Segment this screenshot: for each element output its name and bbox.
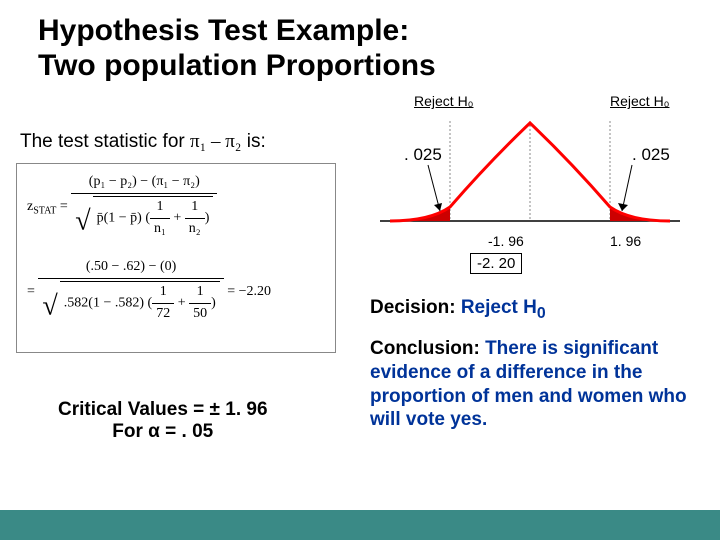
critical-values-line1: Critical Values = ± 1. 96 [58, 399, 268, 421]
title-line-2: Two population Proportions [38, 49, 720, 84]
den1-pbar: p̄(1 − p̄) [97, 210, 142, 225]
title-block: Hypothesis Test Example: Two population … [0, 0, 720, 83]
formula-fraction-1: (p₁ − p₂) − (π₁ − π₂) √ p̄(1 − p̄) (1n₁ … [71, 172, 217, 241]
stat-prefix: The test statistic for [20, 131, 190, 152]
den2-f1d: 72 [152, 304, 174, 325]
decision-sub: 0 [537, 305, 546, 322]
zstat-subscript: STAT [33, 206, 56, 217]
conclusion-label: Conclusion: [370, 338, 480, 359]
decision-label: Decision: [370, 297, 456, 318]
arrow-right-head [618, 203, 628, 211]
den1-f2n: 1 [185, 197, 205, 219]
formula2-denominator: √ .582(1 − .582) (172 + 150) [38, 279, 223, 327]
test-statistic-sentence: The test statistic for π₁ – π₂ is: [20, 131, 266, 153]
bell-curve-svg [370, 101, 690, 241]
cv-right-label: 1. 96 [610, 233, 641, 249]
den1-f2d: n₂ [185, 219, 205, 240]
den1-f1n: 1 [150, 197, 170, 219]
normal-distribution-chart: Reject H₀ Reject H₀ . 025 . 025 -1. 96 1… [370, 93, 700, 273]
stat-param: π₁ – π₂ [190, 131, 241, 152]
den2-f2d: 50 [189, 304, 211, 325]
footer-bar [0, 510, 720, 540]
decision-line: Decision: Reject H0 [370, 297, 546, 323]
den1-f1d: n₁ [150, 219, 170, 240]
critical-values-line2: For α = . 05 [58, 421, 268, 443]
den2-pbar: .582(1 − .582) [64, 296, 144, 311]
conclusion-block: Conclusion: There is significant evidenc… [370, 337, 700, 432]
critical-values-block: Critical Values = ± 1. 96 For α = . 05 [58, 399, 268, 443]
formula-fraction-2: (.50 − .62) − (0) √ .582(1 − .582) (172 … [38, 257, 223, 326]
formula-image: zSTAT = (p₁ − p₂) − (π₁ − π₂) √ p̄(1 − p… [16, 163, 336, 353]
formula-result: = −2.20 [227, 284, 271, 299]
title-line-1: Hypothesis Test Example: [38, 14, 720, 49]
den2-f2n: 1 [189, 282, 211, 304]
formula1-denominator: √ p̄(1 − p̄) (1n₁ + 1n₂) [71, 194, 217, 242]
test-stat-box: -2. 20 [470, 253, 522, 274]
stat-suffix: is: [247, 131, 266, 152]
decision-text: Reject H [461, 297, 537, 318]
den2-f1n: 1 [152, 282, 174, 304]
formula1-numerator: (p₁ − p₂) − (π₁ − π₂) [71, 172, 217, 194]
cv-left-label: -1. 96 [488, 233, 524, 249]
content-area: The test statistic for π₁ – π₂ is: zSTAT… [0, 83, 720, 523]
arrow-left-head [434, 203, 442, 211]
formula2-numerator: (.50 − .62) − (0) [38, 257, 223, 279]
den1-plus: + [170, 210, 185, 225]
